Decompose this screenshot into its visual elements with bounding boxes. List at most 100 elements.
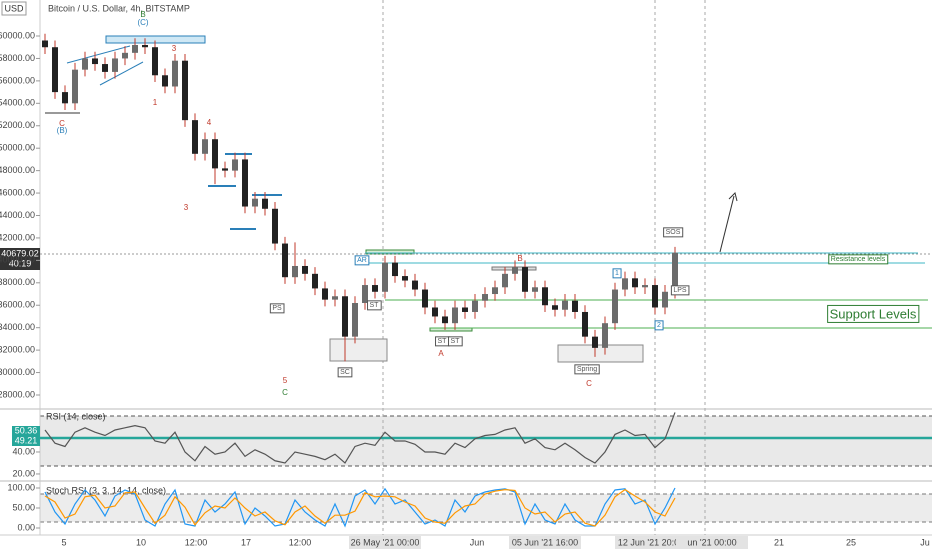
annotation: 5: [283, 376, 288, 385]
candle-body: [512, 267, 518, 274]
annotation: AR: [357, 257, 367, 264]
y-tick-label: 60000.00: [0, 30, 35, 40]
candle-body: [202, 139, 208, 154]
annotation: 2: [657, 322, 661, 329]
annotation-box: [574, 364, 600, 375]
annotation: Support Levels: [830, 306, 917, 321]
y-tick-label: 48000.00: [0, 165, 35, 175]
annotation: 3: [172, 44, 177, 53]
trend-line: [99, 61, 144, 86]
annotation-box: [337, 367, 353, 378]
annotation: Spring: [577, 366, 597, 373]
y-tick-label: 50.00: [12, 502, 35, 512]
x-tick-label: 05 Jun '21 16:00: [512, 537, 578, 547]
y-tick-label: 28000.00: [0, 389, 35, 399]
candle-body: [212, 139, 218, 169]
x-tick-label: 5: [61, 537, 66, 547]
y-tick-label: 44000.00: [0, 210, 35, 220]
candle-body: [152, 47, 158, 76]
candle-body: [592, 336, 598, 348]
candle-body: [392, 262, 398, 277]
annotation: B: [517, 254, 522, 263]
candle-body: [632, 278, 638, 288]
candle-body: [142, 44, 148, 48]
candle-body: [612, 289, 618, 324]
annotation: SC: [340, 369, 350, 376]
annotation: ST: [451, 338, 461, 345]
annotation: (B): [57, 126, 68, 135]
candle-body: [72, 69, 78, 104]
candle-body: [652, 285, 658, 308]
arrow: [719, 195, 735, 253]
annotation-box: [828, 254, 889, 265]
x-tick-label: 10: [136, 537, 146, 547]
countdown: 40:19: [9, 258, 32, 268]
candle-body: [62, 92, 68, 104]
y-tick-label: 38000.00: [0, 277, 35, 287]
time-badge: [509, 536, 581, 549]
candle-body: [372, 285, 378, 292]
candle-body: [102, 64, 108, 72]
currency-box: [1, 1, 27, 16]
annotation-box: [448, 336, 463, 347]
annotation: LPS: [673, 287, 687, 294]
annotation: 1: [615, 270, 619, 277]
rsi-title: RSI (14, close): [46, 411, 106, 421]
candle-body: [262, 198, 268, 209]
chart-title: Bitcoin / U.S. Dollar, 4h, BITSTAMP: [48, 3, 190, 13]
candle-body: [162, 75, 168, 87]
trend-line: [66, 45, 131, 64]
candle-body: [82, 58, 88, 70]
candle-body: [252, 198, 258, 207]
candle-body: [402, 276, 408, 281]
candle-body: [602, 323, 608, 348]
arrow-head: [728, 192, 738, 202]
x-tick-label: un '21 00:00: [687, 537, 736, 547]
x-tick-label: 12 Jun '21 20:00: [618, 537, 684, 547]
y-tick-label: 40000.00: [0, 255, 35, 265]
candle-body: [472, 300, 478, 312]
candle-body: [452, 307, 458, 324]
candle-body: [562, 300, 568, 310]
y-tick-label: 56000.00: [0, 75, 35, 85]
x-tick-label: 12:00: [185, 537, 208, 547]
y-tick-label: 30000.00: [0, 367, 35, 377]
time-badge: [615, 536, 687, 549]
candle-body: [572, 300, 578, 312]
y-tick-label: 34000.00: [0, 322, 35, 332]
candle-body: [552, 305, 558, 310]
annotation-box: [654, 320, 664, 331]
annotation: 3: [184, 203, 189, 212]
stoch-band: [40, 494, 932, 522]
candle-body: [92, 58, 98, 65]
candle-body: [272, 208, 278, 244]
candle-body: [442, 316, 448, 324]
annotation-box: [827, 304, 920, 323]
stoch-line: [44, 487, 676, 528]
annotation: ST: [370, 302, 380, 309]
candle-body: [462, 307, 468, 312]
annotation-box: [367, 300, 382, 311]
annotation: (C): [137, 18, 148, 27]
candle-body: [432, 307, 438, 317]
candle-body: [182, 60, 188, 121]
annotation-box: [670, 285, 690, 296]
candle-body: [532, 287, 538, 292]
annotation: ST: [438, 338, 448, 345]
annotation: A: [438, 349, 444, 358]
annotation: SOS: [666, 229, 681, 236]
candle-body: [132, 44, 138, 53]
x-tick-label: 25: [846, 537, 856, 547]
x-tick-label: Jun: [470, 537, 485, 547]
candle-body: [422, 289, 428, 308]
y-tick-label: 52000.00: [0, 120, 35, 130]
y-tick-label: 50000.00: [0, 143, 35, 153]
annotation: B: [140, 10, 145, 19]
y-tick-label: 32000.00: [0, 344, 35, 354]
candle-body: [292, 265, 298, 278]
candle-body: [662, 291, 668, 308]
currency: USD: [4, 3, 24, 13]
annotation-box: [269, 303, 285, 314]
